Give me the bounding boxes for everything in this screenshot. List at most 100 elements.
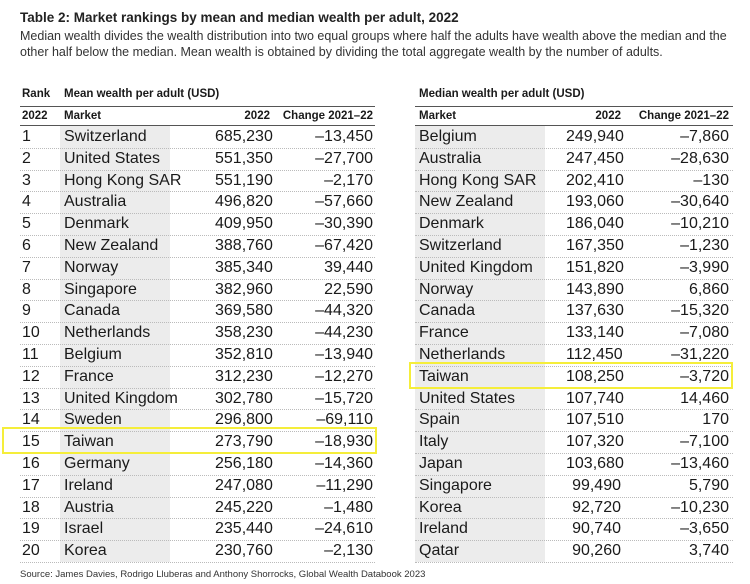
- table-row: 14 Sweden 296,800 –69,110: [20, 409, 375, 433]
- table-row: 10 Netherlands 358,230 –44,230: [20, 322, 375, 345]
- table-row: 1 Switzerland 685,230 –13,450: [20, 126, 375, 149]
- left-change-cell: –13,940: [315, 346, 373, 363]
- left-header-rule: [20, 106, 375, 107]
- rank-year-header: 2022: [22, 110, 48, 122]
- mean-group-header: Mean wealth per adult (USD): [64, 88, 220, 100]
- right-value-cell: 202,410: [566, 171, 624, 189]
- right-change-cell: –15,320: [671, 302, 729, 320]
- table-row: France 133,140 –7,080: [415, 322, 733, 345]
- right-change-cell: –7,080: [680, 324, 729, 342]
- left-year-header: 2022: [244, 110, 270, 122]
- left-rank-cell: 11: [22, 346, 39, 363]
- left-value-cell: 685,230: [215, 128, 273, 145]
- table-row: Japan 103,680 –13,460: [415, 453, 733, 476]
- table-row: 20 Korea 230,760 –2,130: [20, 540, 375, 563]
- table-row: Belgium 249,940 –7,860: [415, 126, 733, 149]
- table-row: 13 United Kingdom 302,780 –15,720: [20, 388, 375, 411]
- right-value-cell: 137,630: [566, 302, 624, 320]
- table-row: 17 Ireland 247,080 –11,290: [20, 475, 375, 498]
- right-change-cell: –3,720: [680, 367, 729, 385]
- left-header-rule-bottom: [20, 125, 375, 126]
- right-value-cell: 193,060: [566, 193, 624, 211]
- table-row: Singapore 99,490 5,790: [415, 475, 733, 498]
- right-value-cell: 249,940: [566, 128, 624, 145]
- left-value-cell: 245,220: [215, 498, 273, 516]
- table-row: Canada 137,630 –15,320: [415, 300, 733, 324]
- table-description: Median wealth divides the wealth distrib…: [20, 29, 727, 59]
- left-rank-cell: 4: [22, 193, 31, 211]
- right-market-cell: Ireland: [419, 520, 468, 538]
- left-value-cell: 409,950: [215, 215, 273, 233]
- left-rank-cell: 1: [22, 128, 31, 145]
- table-row: 6 New Zealand 388,760 –67,420: [20, 235, 375, 258]
- right-value-cell: 133,140: [566, 324, 624, 342]
- left-value-cell: 312,230: [215, 367, 273, 385]
- left-market-cell: Taiwan: [64, 433, 114, 451]
- left-rank-cell: 18: [22, 498, 40, 516]
- left-change-cell: –12,270: [315, 367, 373, 385]
- left-rank-cell: 7: [22, 258, 31, 276]
- left-market-cell: Israel: [64, 520, 104, 538]
- left-rank-cell: 19: [22, 520, 40, 538]
- right-market-cell: United States: [419, 389, 516, 407]
- right-market-cell: France: [419, 324, 469, 342]
- table-row: 7 Norway 385,340 39,440: [20, 257, 375, 280]
- left-rank-cell: 2: [22, 149, 31, 167]
- right-market-cell: Australia: [419, 149, 482, 167]
- left-market-header: Market: [64, 110, 102, 122]
- left-rank-cell: 9: [22, 302, 31, 320]
- left-change-cell: –2,170: [324, 171, 373, 189]
- table-row: United States 107,740 14,460: [415, 388, 733, 411]
- right-market-cell: United Kingdom: [419, 258, 533, 276]
- left-value-cell: 296,800: [215, 411, 273, 429]
- right-market-cell: Taiwan: [419, 367, 469, 385]
- rank-header: Rank: [22, 88, 51, 100]
- table-row: Qatar 90,260 3,740: [415, 540, 733, 563]
- right-market-cell: Belgium: [419, 128, 477, 145]
- left-change-cell: –15,720: [315, 389, 373, 407]
- left-rank-cell: 16: [22, 455, 40, 472]
- right-change-cell: –7,860: [680, 128, 729, 145]
- right-market-cell: Denmark: [419, 215, 484, 233]
- right-value-cell: 107,320: [566, 433, 624, 451]
- left-change-cell: –44,230: [315, 324, 373, 342]
- table-row: Denmark 186,040 –10,210: [415, 213, 733, 236]
- left-change-cell: –11,290: [316, 476, 373, 494]
- right-year-header: 2022: [595, 110, 621, 122]
- left-rank-cell: 15: [22, 433, 40, 451]
- left-rank-cell: 8: [22, 280, 31, 298]
- left-market-cell: Ireland: [64, 476, 113, 494]
- left-value-cell: 352,810: [215, 346, 273, 363]
- right-value-cell: 107,740: [566, 389, 624, 407]
- right-market-cell: Qatar: [419, 542, 460, 560]
- left-market-cell: New Zealand: [64, 237, 159, 254]
- right-market-cell: Spain: [419, 411, 460, 429]
- table-row: 16 Germany 256,180 –14,360: [20, 453, 375, 476]
- left-change-cell: –18,930: [315, 433, 373, 451]
- left-market-cell: Austria: [64, 498, 114, 516]
- right-change-cell: –3,650: [680, 520, 729, 538]
- left-rank-cell: 14: [22, 411, 40, 429]
- left-rank-cell: 12: [22, 367, 40, 385]
- left-market-cell: Sweden: [64, 411, 122, 429]
- table-row: Spain 107,510 170: [415, 409, 733, 433]
- right-change-cell: –13,460: [671, 455, 729, 472]
- left-value-cell: 302,780: [215, 389, 273, 407]
- left-value-cell: 388,760: [215, 237, 273, 254]
- left-change-cell: –13,450: [315, 128, 373, 145]
- left-rank-cell: 13: [22, 389, 40, 407]
- table-row: 18 Austria 245,220 –1,480: [20, 497, 375, 520]
- right-market-cell: Switzerland: [419, 237, 502, 254]
- left-change-cell: 39,440: [324, 258, 373, 276]
- left-value-cell: 256,180: [215, 455, 273, 472]
- right-market-cell: Japan: [419, 455, 463, 472]
- right-value-cell: 99,490: [572, 476, 621, 494]
- right-change-cell: –31,220: [671, 346, 729, 363]
- left-change-cell: –24,610: [315, 520, 373, 538]
- right-value-cell: 247,450: [566, 149, 624, 167]
- left-change-cell: –44,320: [315, 302, 373, 320]
- right-value-cell: 186,040: [566, 215, 624, 233]
- right-change-cell: 14,460: [680, 389, 729, 407]
- left-value-cell: 551,190: [215, 171, 273, 189]
- right-market-cell: New Zealand: [419, 193, 514, 211]
